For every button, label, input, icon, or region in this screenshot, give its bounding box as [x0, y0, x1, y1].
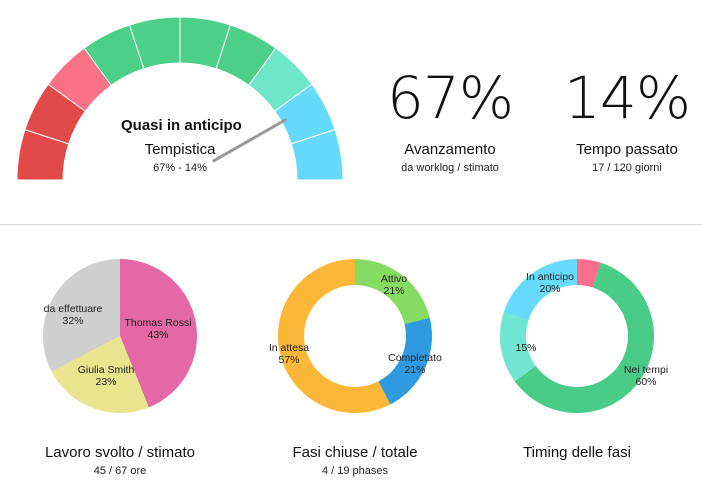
- slice-label: 20%: [539, 283, 560, 295]
- slice-label: 43%: [147, 329, 168, 341]
- tempistica-gauge: [16, 16, 344, 181]
- slice-label: 15%: [515, 342, 536, 354]
- gauge-subtitle: 67% - 14%: [153, 162, 207, 174]
- phases-title: Fasi chiuse / totale: [292, 444, 418, 461]
- slice-label: Completato: [388, 352, 442, 364]
- pie-slice[interactable]: [278, 259, 391, 413]
- slice-label: 60%: [635, 376, 656, 388]
- slice-label: Nei tempi: [624, 364, 668, 376]
- slice-label: Attivo: [381, 273, 407, 285]
- gauge-segment: [290, 128, 344, 181]
- progress-subtitle: da worklog / stimato: [401, 162, 499, 174]
- work-subtitle: 45 / 67 ore: [93, 465, 147, 477]
- gauge-needle-label: Quasi in anticipo: [121, 117, 242, 134]
- pie-slice[interactable]: [577, 259, 601, 288]
- slice-label: Giulia Smith: [78, 364, 135, 376]
- slice-label: 57%: [278, 354, 299, 366]
- slice-label: 21%: [383, 285, 404, 297]
- slice-label: In attesa: [269, 342, 309, 354]
- time-title: Tempo passato: [576, 141, 678, 158]
- slice-label: Thomas Rossi: [124, 317, 191, 329]
- gauge-needle: [212, 118, 287, 163]
- pie-slice[interactable]: [503, 259, 577, 321]
- progress-title: Avanzamento: [404, 141, 496, 158]
- slice-label: 21%: [404, 364, 425, 376]
- phases-subtitle: 4 / 19 phases: [321, 465, 389, 477]
- pie-slice[interactable]: [500, 312, 536, 382]
- time-value: 14%: [564, 64, 691, 132]
- time-subtitle: 17 / 120 giorni: [592, 162, 662, 174]
- section-divider: [0, 224, 702, 225]
- timing-title: Timing delle fasi: [523, 444, 631, 461]
- pie-slice[interactable]: [42, 259, 120, 372]
- pie-slice[interactable]: [120, 259, 197, 408]
- work-title: Lavoro svolto / stimato: [44, 444, 196, 461]
- slice-label: da effettuare: [44, 303, 103, 315]
- pie-slice[interactable]: [51, 336, 149, 413]
- progress-value: 67%: [387, 64, 514, 132]
- gauge-title: Tempistica: [144, 141, 216, 158]
- slice-label: 32%: [62, 315, 83, 327]
- slice-label: In anticipo: [526, 271, 574, 283]
- slice-label: 23%: [95, 376, 116, 388]
- pie-slice[interactable]: [378, 317, 432, 405]
- pie-slice[interactable]: [355, 259, 430, 324]
- pie-slice[interactable]: [514, 262, 654, 413]
